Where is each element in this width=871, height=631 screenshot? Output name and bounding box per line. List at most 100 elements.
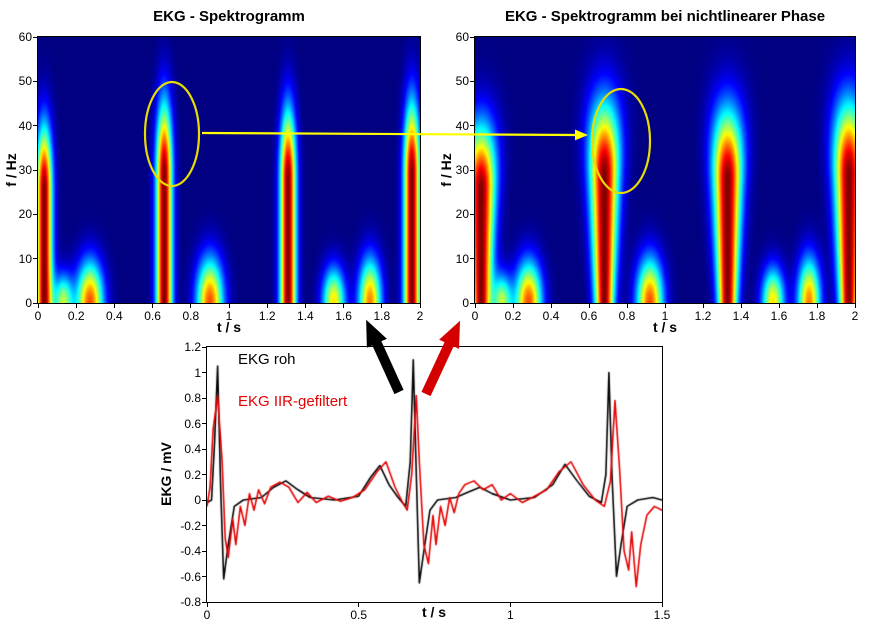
x-tick-mark: [778, 304, 780, 308]
y-tick-label: 60: [18, 30, 32, 44]
x-tick-label: 1: [225, 309, 233, 323]
y-tick-mark: [33, 258, 37, 260]
x-tick-mark: [588, 304, 590, 308]
x-tick-label: 1.2: [694, 309, 712, 323]
y-tick-label: 0: [25, 296, 32, 310]
y-tick-label: 20: [18, 207, 32, 222]
y-tick-mark: [202, 576, 206, 577]
spectrogram-right-xlabel: t / s: [652, 319, 678, 335]
y-tick-label: 0.6: [184, 416, 201, 431]
x-tick-label: 0: [203, 608, 211, 622]
x-tick-label: 0: [471, 309, 479, 323]
y-tick-label: 40: [455, 118, 469, 133]
y-tick-mark: [33, 213, 37, 215]
spectrogram-left-xlabel: t / s: [216, 319, 242, 335]
x-tick-label: 1.8: [808, 309, 826, 323]
x-tick-label: 0.4: [542, 309, 560, 323]
y-tick-label: 30: [18, 163, 32, 177]
y-tick-mark: [33, 125, 37, 127]
y-tick-mark: [202, 525, 206, 526]
ecg-plot: [206, 346, 663, 603]
y-tick-label: 50: [18, 74, 32, 89]
y-tick-label: -0.2: [180, 518, 201, 533]
spectrogram-right-plot: [474, 36, 856, 304]
y-tick-label: 0: [194, 493, 201, 507]
x-tick-mark: [550, 304, 552, 308]
x-tick-label: 1.4: [732, 309, 750, 323]
x-tick-label: 1.2: [258, 309, 276, 323]
x-tick-label: 0.6: [580, 309, 598, 323]
x-tick-mark: [37, 304, 39, 308]
y-tick-mark: [470, 125, 474, 127]
x-tick-label: 1.6: [770, 309, 788, 323]
spectrogram-left-title: EKG - Spektrogramm: [153, 8, 305, 25]
spectrogram-left-plot: [37, 36, 421, 304]
x-tick-mark: [152, 304, 154, 308]
x-tick-mark: [206, 603, 208, 607]
y-tick-mark: [202, 346, 206, 348]
y-tick-mark: [470, 36, 474, 38]
y-tick-label: 10: [18, 251, 32, 266]
x-tick-mark: [854, 304, 856, 308]
x-tick-label: 0.8: [182, 309, 200, 323]
y-tick-label: 10: [455, 251, 469, 266]
legend-ekg-iir-gefiltert: EKG IIR-gefiltert: [238, 393, 348, 410]
x-tick-mark: [381, 304, 383, 308]
y-tick-label: 20: [455, 207, 469, 222]
x-tick-label: 2: [416, 309, 424, 323]
y-tick-label: 30: [455, 163, 469, 177]
y-tick-mark: [202, 397, 206, 399]
y-tick-label: 40: [18, 118, 32, 133]
x-tick-mark: [702, 304, 704, 308]
x-tick-mark: [343, 304, 345, 308]
x-tick-label: 1: [506, 608, 514, 622]
y-tick-label: 0.8: [184, 391, 201, 405]
y-tick-mark: [202, 601, 206, 603]
x-tick-label: 1: [661, 309, 669, 323]
y-tick-mark: [33, 169, 37, 171]
x-tick-mark: [304, 304, 306, 308]
y-tick-label: 0: [462, 296, 469, 310]
y-tick-mark: [470, 213, 474, 215]
x-tick-label: 1.6: [335, 309, 352, 323]
y-tick-label: -0.6: [180, 569, 201, 584]
x-tick-label: 1.8: [373, 309, 391, 323]
y-tick-mark: [202, 550, 206, 552]
spectrogram-right-title: EKG - Spektrogramm bei nichtlinearer Pha…: [504, 8, 826, 25]
y-tick-label: 60: [455, 30, 469, 44]
x-tick-mark: [113, 304, 115, 308]
x-tick-mark: [266, 304, 268, 308]
x-tick-mark: [512, 304, 514, 308]
x-tick-mark: [419, 304, 421, 308]
y-tick-mark: [33, 80, 37, 82]
x-tick-mark: [661, 603, 663, 607]
x-tick-mark: [509, 603, 511, 607]
y-tick-label: 0.2: [184, 467, 201, 482]
x-tick-mark: [664, 304, 666, 308]
y-tick-label: 1: [194, 365, 201, 380]
x-tick-label: 0.5: [350, 608, 367, 622]
x-tick-label: 0.6: [144, 309, 161, 323]
y-tick-mark: [202, 423, 206, 424]
y-tick-mark: [470, 80, 474, 82]
y-tick-mark: [202, 474, 206, 475]
y-tick-mark: [470, 169, 474, 171]
x-tick-mark: [75, 304, 77, 308]
y-tick-mark: [33, 302, 37, 304]
y-tick-mark: [202, 499, 206, 501]
x-tick-label: 2: [851, 309, 859, 323]
x-tick-label: 0: [34, 309, 42, 323]
y-tick-mark: [202, 448, 206, 450]
x-tick-label: 0.4: [106, 309, 123, 323]
x-tick-mark: [228, 304, 230, 308]
y-tick-mark: [470, 258, 474, 260]
y-tick-label: 50: [455, 74, 469, 89]
x-tick-label: 0.2: [67, 309, 85, 323]
y-tick-mark: [470, 302, 474, 304]
x-tick-mark: [740, 304, 742, 308]
x-tick-mark: [190, 304, 192, 308]
x-tick-mark: [358, 603, 360, 607]
x-tick-mark: [626, 304, 628, 308]
x-tick-label: 0.2: [504, 309, 522, 323]
